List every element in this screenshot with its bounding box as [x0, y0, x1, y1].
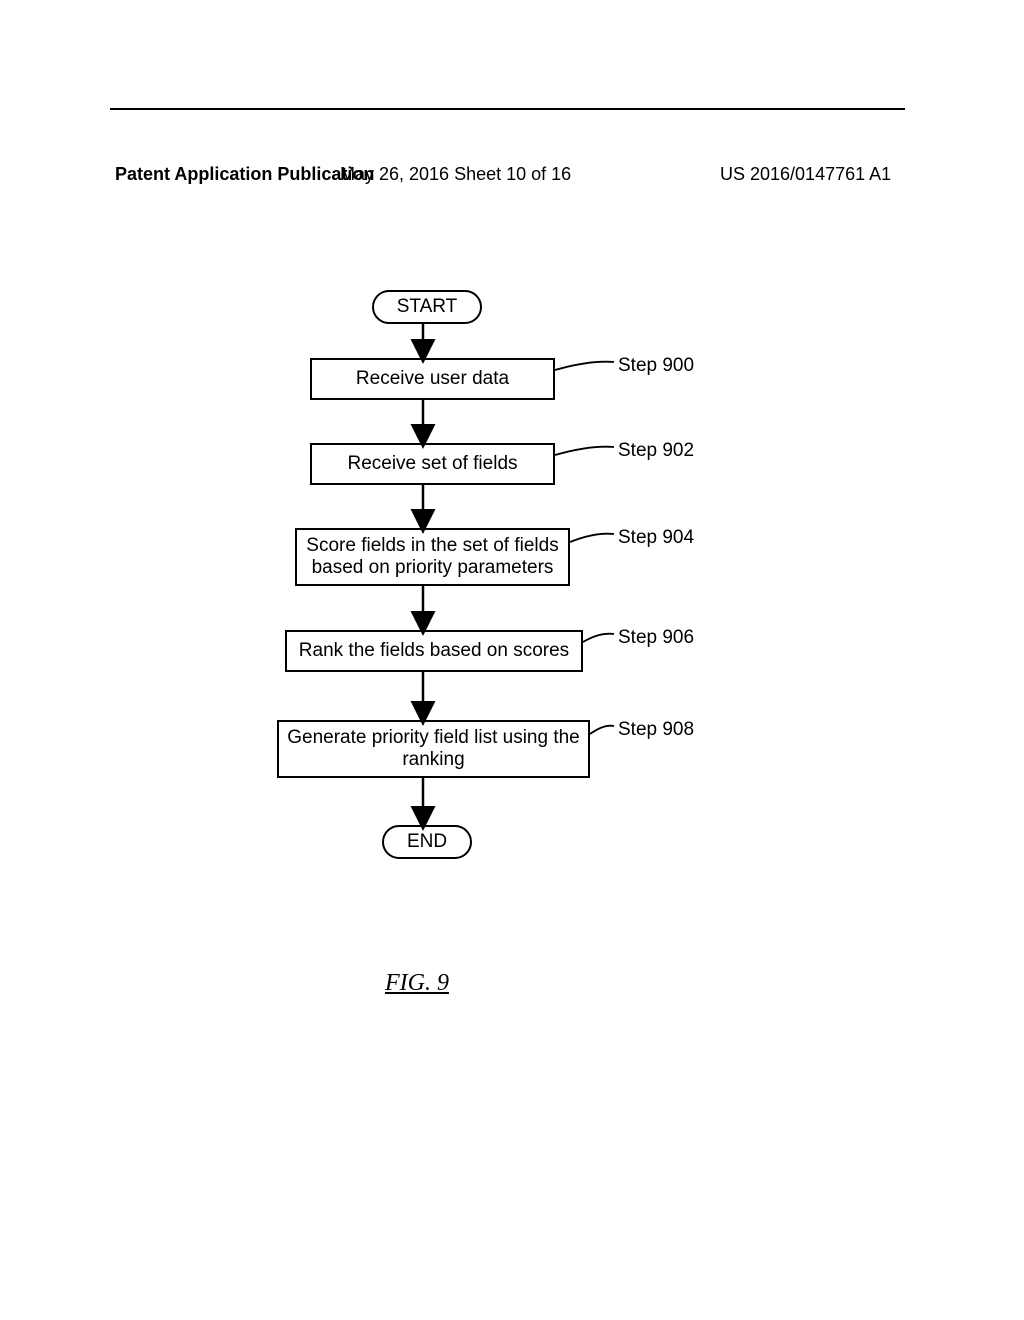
connectors-svg: [0, 0, 1024, 1320]
patent-page: Patent Application Publication May 26, 2…: [0, 0, 1024, 1320]
figure-caption: FIG. 9: [385, 970, 449, 997]
flowchart: START Receive user data Step 900 Receive…: [0, 0, 1024, 1320]
